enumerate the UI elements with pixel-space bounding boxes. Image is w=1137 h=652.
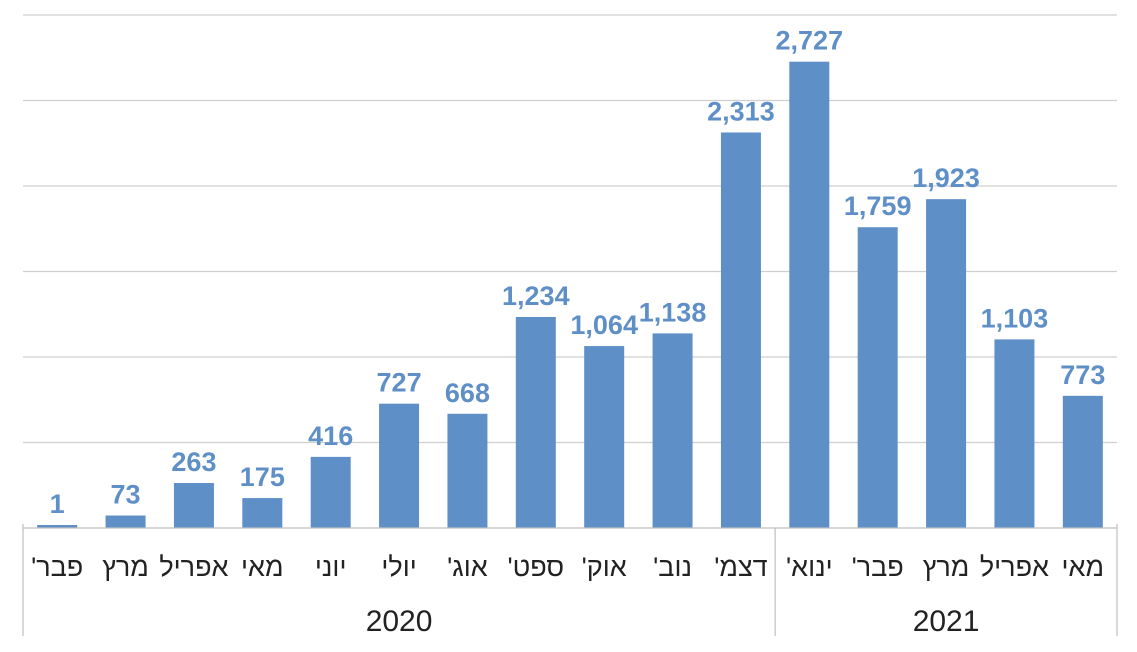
month-label: פבר' [852, 552, 904, 582]
month-label: מרץ [923, 552, 970, 582]
year-labels: 2020 2021 [366, 605, 980, 638]
value-label: 1,759 [844, 191, 912, 221]
value-label: 773 [1060, 360, 1105, 390]
month-label: פבר' [31, 552, 83, 582]
year-label: 2021 [913, 605, 980, 638]
x-axis [22, 524, 1118, 636]
month-label: אפריל [980, 552, 1049, 582]
month-label: דצמ' [714, 552, 767, 582]
bars [37, 61, 1103, 529]
bar [994, 339, 1035, 528]
month-label: יוני [315, 552, 347, 582]
bar [37, 525, 78, 528]
month-label: אפריל [159, 552, 228, 582]
month-label: אוק' [582, 552, 627, 582]
month-label: אוג' [447, 552, 488, 582]
value-label: 1,923 [912, 163, 980, 193]
bar [379, 403, 420, 528]
bar [310, 456, 351, 528]
value-label: 1,138 [639, 297, 707, 327]
value-label: 2,313 [707, 96, 775, 126]
year-label: 2020 [366, 605, 433, 638]
value-label: 727 [377, 368, 422, 398]
month-labels: פבר' מרץ אפריל מאי יוני יולי אוג' ספט' אוק' נוב' ד… [31, 552, 1104, 582]
month-label: מרץ [102, 552, 149, 582]
value-label: 416 [308, 421, 353, 451]
value-label: 1,064 [570, 310, 638, 340]
bar [105, 515, 146, 528]
value-label: 1,103 [981, 303, 1049, 333]
bar [720, 132, 761, 529]
bar [515, 316, 556, 528]
month-label: יולי [381, 552, 416, 582]
bar [1062, 395, 1103, 528]
value-label: 1 [50, 489, 65, 519]
value-label: 263 [171, 447, 216, 477]
month-label: מאי [1062, 552, 1105, 582]
bar [789, 61, 830, 529]
bar [447, 413, 488, 528]
month-label: ינוא' [786, 552, 833, 582]
value-label: 175 [240, 462, 285, 492]
bar [652, 333, 693, 528]
bar [584, 346, 625, 528]
value-label: 73 [111, 480, 141, 510]
value-label: 1,234 [502, 281, 570, 311]
bar [926, 199, 967, 529]
bar [173, 483, 214, 528]
bar [242, 498, 283, 528]
month-label: נוב' [653, 552, 692, 582]
month-label: ספט' [507, 552, 564, 582]
value-label: 2,727 [776, 26, 844, 56]
value-label: 668 [445, 378, 490, 408]
bar [857, 227, 898, 528]
month-label: מאי [241, 552, 284, 582]
